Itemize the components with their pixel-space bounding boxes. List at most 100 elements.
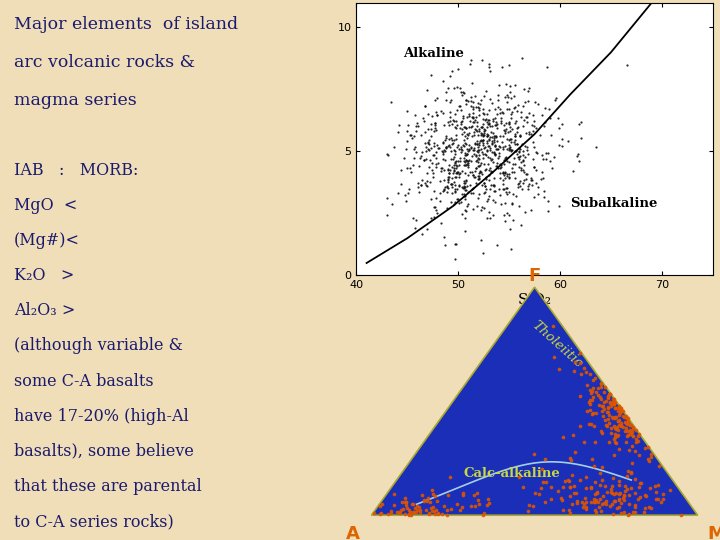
Point xyxy=(430,202,441,211)
Point xyxy=(415,508,426,516)
Point xyxy=(478,179,490,188)
Point xyxy=(665,485,676,494)
Point xyxy=(395,506,407,515)
Text: MgO  <: MgO < xyxy=(14,197,78,214)
Point xyxy=(454,169,465,178)
Point xyxy=(482,213,493,222)
Point xyxy=(601,407,613,416)
Point xyxy=(528,121,540,130)
Point xyxy=(583,397,595,406)
Point xyxy=(459,89,470,98)
Point xyxy=(403,184,415,193)
Point xyxy=(474,168,485,177)
Point xyxy=(469,91,480,100)
Point xyxy=(512,152,523,161)
Point xyxy=(485,168,497,177)
Point xyxy=(433,144,444,153)
Point xyxy=(602,393,613,402)
Point xyxy=(423,125,434,134)
Point xyxy=(456,145,468,154)
Point xyxy=(646,453,657,462)
Point xyxy=(459,157,470,165)
Point xyxy=(444,72,456,80)
Point xyxy=(503,118,515,126)
Point xyxy=(480,116,491,125)
Point xyxy=(508,104,520,112)
Point xyxy=(419,156,431,164)
Point xyxy=(473,106,485,114)
Point xyxy=(460,124,472,133)
Point xyxy=(459,189,470,198)
Point xyxy=(471,126,482,135)
Point xyxy=(615,408,626,417)
Point xyxy=(420,143,432,152)
Point xyxy=(501,98,513,107)
Point xyxy=(547,321,559,330)
Point xyxy=(437,187,449,195)
Point xyxy=(429,121,441,130)
Point xyxy=(487,129,499,138)
Point xyxy=(498,109,509,118)
Point xyxy=(518,176,530,184)
Point xyxy=(400,145,412,153)
Point xyxy=(462,199,474,208)
Point xyxy=(460,156,472,164)
Point xyxy=(541,478,552,487)
Point xyxy=(513,153,525,162)
Point xyxy=(595,393,606,401)
Point xyxy=(538,187,549,196)
Point xyxy=(488,133,500,142)
Point xyxy=(407,500,418,509)
Point xyxy=(476,170,487,179)
Point xyxy=(477,510,488,519)
Point xyxy=(576,497,588,506)
Point xyxy=(575,133,587,142)
Point xyxy=(454,102,465,111)
Point xyxy=(468,150,480,159)
Point xyxy=(421,496,433,505)
Point xyxy=(483,105,495,114)
Point xyxy=(512,183,523,191)
Point xyxy=(485,66,496,75)
Point xyxy=(481,137,492,145)
Point xyxy=(553,124,564,132)
Point xyxy=(645,503,657,512)
Point xyxy=(535,175,546,184)
Point xyxy=(517,151,528,159)
Point xyxy=(472,171,484,180)
Point xyxy=(453,172,464,181)
Point xyxy=(523,127,534,136)
Point xyxy=(417,113,428,122)
Point xyxy=(418,496,430,505)
Point xyxy=(485,95,496,104)
Point xyxy=(615,403,626,412)
Point xyxy=(623,427,634,435)
Point xyxy=(513,180,524,188)
Point xyxy=(526,174,537,183)
Point xyxy=(418,496,430,505)
Point xyxy=(449,187,460,195)
Point xyxy=(485,143,496,152)
Point xyxy=(488,148,500,157)
Point xyxy=(476,203,487,212)
Point xyxy=(496,137,508,146)
Point xyxy=(575,476,586,485)
Point xyxy=(534,131,546,139)
Point xyxy=(486,181,498,190)
Point xyxy=(573,157,585,165)
Point xyxy=(605,389,616,398)
Point xyxy=(599,398,611,407)
Point xyxy=(430,126,441,134)
Point xyxy=(492,153,503,162)
Point xyxy=(572,150,584,158)
Point xyxy=(495,161,507,170)
Point xyxy=(492,90,504,99)
Point xyxy=(446,139,457,148)
Point xyxy=(652,495,664,503)
Point xyxy=(470,178,482,187)
Point xyxy=(471,140,482,149)
Point xyxy=(443,135,454,144)
Text: Major elements  of island: Major elements of island xyxy=(14,16,238,33)
Point xyxy=(465,502,477,510)
Point xyxy=(589,498,600,507)
